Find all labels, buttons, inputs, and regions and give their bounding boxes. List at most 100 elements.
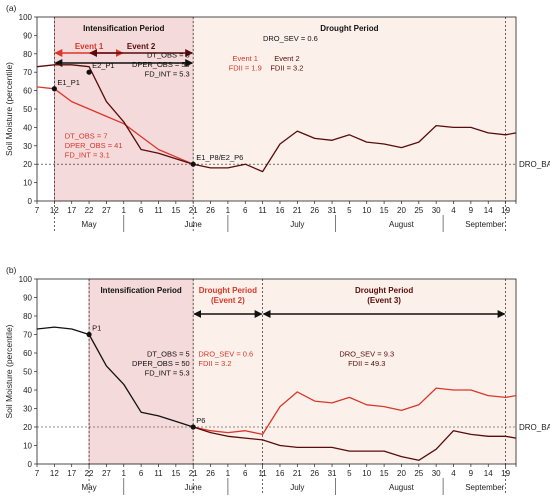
intensification-region [54, 16, 194, 202]
event-point-label: E1_P1 [57, 78, 80, 87]
drought-period-label: Drought Period [199, 286, 257, 295]
event-point-label: E1_P8/E2_P6 [196, 153, 243, 162]
month-label: July [290, 483, 304, 492]
month-label: September [465, 483, 504, 492]
event-arrow-label: Event 1 [75, 42, 104, 51]
x-tick-label: 26 [206, 206, 215, 215]
x-tick-label: 16 [276, 206, 285, 215]
metric-annotation: FD_INT = 5.3 [145, 369, 190, 378]
x-tick-label: 15 [171, 206, 180, 215]
y-tick-label: 20 [23, 160, 32, 169]
metric-annotation: FDII = 1.9 [229, 64, 262, 73]
series-line [36, 326, 194, 428]
series-line [36, 64, 517, 173]
x-tick-label: 15 [380, 469, 389, 478]
metric-annotation: FDII = 49.3 [348, 359, 385, 368]
month-label: August [389, 483, 415, 492]
event-point-label: P1 [92, 324, 101, 333]
event-point-label: E2_P1 [92, 61, 115, 70]
y-tick-label: 70 [23, 68, 32, 77]
x-tick-label: 9 [469, 469, 474, 478]
event-point-label: P6 [196, 416, 205, 425]
month-label: August [389, 220, 415, 229]
series-line [193, 426, 517, 461]
panel-b: 0 10 20 30 40 50 60 70 80 90 100 Soil Moisture (per… [4, 265, 550, 495]
metric-annotation: FD_INT = 3.1 [65, 150, 110, 159]
month-label: May [82, 220, 97, 229]
x-tick-label: 14 [484, 206, 493, 215]
metric-annotation: DRO_SEV = 9.3 [339, 350, 394, 359]
x-tick-label: 4 [451, 206, 456, 215]
panel-label: (a) [6, 3, 17, 13]
x-tick-label: 4 [451, 469, 456, 478]
x-tick-label: 1 [226, 469, 231, 478]
x-tick-label: 15 [171, 469, 180, 478]
intensification-label: Intensification Period [100, 286, 181, 295]
metric-annotation: FDII = 3.2 [198, 359, 231, 368]
y-tick-label: 30 [23, 405, 32, 414]
x-tick-label: 26 [310, 206, 319, 215]
y-tick-label: 0 [28, 460, 33, 469]
metric-annotation: DPER_OBS = 50 [132, 359, 190, 368]
x-tick-label: 10 [362, 206, 371, 215]
x-tick-label: 22 [85, 206, 94, 215]
event-point-marker [51, 86, 57, 92]
metric-annotation: FDII = 3.2 [270, 64, 303, 73]
x-tick-label: 17 [67, 206, 76, 215]
dro-base-label: DRO_BASE [519, 160, 550, 169]
x-tick-label: 20 [397, 206, 406, 215]
event-point-marker [86, 331, 92, 338]
x-tick-label: 21 [189, 469, 198, 478]
x-tick-label: 6 [243, 469, 248, 478]
drought-event-label: (Event 3) [367, 296, 401, 305]
x-tick-label: 1 [122, 206, 127, 215]
x-tick-label: 12 [50, 469, 59, 478]
x-tick-label: 21 [293, 469, 302, 478]
x-tick-label: 19 [501, 469, 510, 478]
x-tick-label: 6 [139, 469, 144, 478]
x-tick-label: 20 [397, 469, 406, 478]
y-tick-label: 80 [23, 50, 32, 59]
event-arrow-label: Event 2 [127, 42, 156, 51]
panel-a: 0 10 20 30 40 50 60 70 80 90 100 Soil Moisture (per… [4, 3, 550, 232]
y-tick-label: 30 [23, 142, 32, 151]
metric-annotation: DRO_SEV = 0.6 [198, 350, 253, 359]
x-tick-label: 22 [85, 469, 94, 478]
y-tick-label: 100 [19, 275, 33, 284]
metric-annotation: DT_OBS = 7 [65, 131, 108, 140]
y-tick-label: 0 [28, 197, 33, 206]
x-tick-label: 31 [328, 206, 337, 215]
y-tick-label: 60 [23, 87, 32, 96]
x-tick-label: 31 [328, 469, 337, 478]
series-line [193, 387, 517, 436]
x-tick-label: 26 [206, 469, 215, 478]
x-tick-label: 15 [380, 206, 389, 215]
drought-period-label: Drought Period [355, 286, 413, 295]
x-tick-label: 25 [414, 469, 423, 478]
metric-annotation: FD_INT = 5.3 [145, 69, 190, 78]
x-tick-label: 16 [276, 469, 285, 478]
x-tick-label: 30 [432, 469, 441, 478]
metric-annotation: DPER_OBS = 50 [132, 60, 190, 69]
x-tick-label: 27 [102, 469, 111, 478]
panel-label: (b) [6, 265, 17, 275]
y-tick-label: 40 [23, 123, 32, 132]
metric-annotation: Event 2 [274, 54, 299, 63]
x-tick-label: 1 [122, 469, 127, 478]
metric-annotation: DRO_SEV = 0.6 [263, 34, 318, 43]
y-tick-label: 50 [23, 105, 32, 114]
metric-annotation: DT_OBS = 5 [147, 350, 190, 359]
x-tick-label: 5 [347, 469, 352, 478]
x-tick-label: 27 [102, 206, 111, 215]
event-point-marker [86, 69, 92, 75]
x-tick-label: 7 [35, 469, 40, 478]
x-tick-label: 6 [139, 206, 144, 215]
month-label: July [290, 220, 304, 229]
x-tick-label: 9 [469, 206, 474, 215]
y-tick-label: 60 [23, 349, 32, 358]
x-tick-label: 21 [293, 206, 302, 215]
x-tick-label: 26 [310, 469, 319, 478]
x-tick-label: 5 [347, 206, 352, 215]
drought-event-label: (Event 2) [211, 296, 245, 305]
